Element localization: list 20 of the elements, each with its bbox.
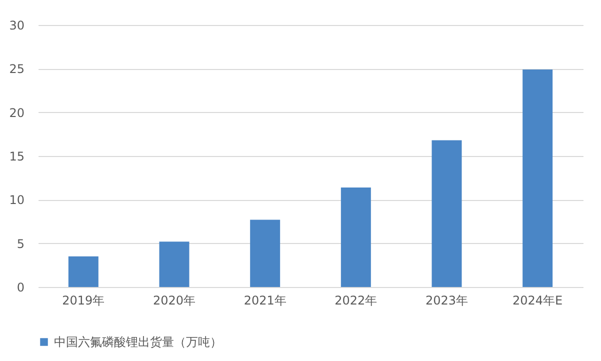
y-tick-label: 0 bbox=[16, 280, 24, 294]
bar bbox=[522, 70, 553, 287]
bar bbox=[68, 256, 98, 287]
x-tick-label: 2019年 bbox=[62, 294, 105, 308]
bar bbox=[340, 187, 371, 287]
x-tick-label: 2021年 bbox=[244, 294, 286, 308]
bar bbox=[159, 242, 190, 287]
y-tick-label: 25 bbox=[9, 62, 24, 76]
y-tick-label: 15 bbox=[9, 150, 24, 164]
y-tick-label: 10 bbox=[9, 193, 24, 208]
x-tick-label: 2020年 bbox=[152, 294, 196, 308]
bar bbox=[250, 220, 280, 287]
legend-label: 中国六氟磷酸锂出货量（万吨） bbox=[54, 335, 222, 349]
y-tick-label: 20 bbox=[9, 106, 24, 120]
x-tick-label: 2024年E bbox=[512, 294, 563, 308]
y-tick-label: 30 bbox=[9, 18, 24, 32]
x-tick-label: 2022年 bbox=[334, 294, 378, 308]
x-tick-label: 2023年 bbox=[425, 294, 468, 308]
y-tick-label: 5 bbox=[16, 236, 24, 251]
bar bbox=[432, 140, 462, 287]
